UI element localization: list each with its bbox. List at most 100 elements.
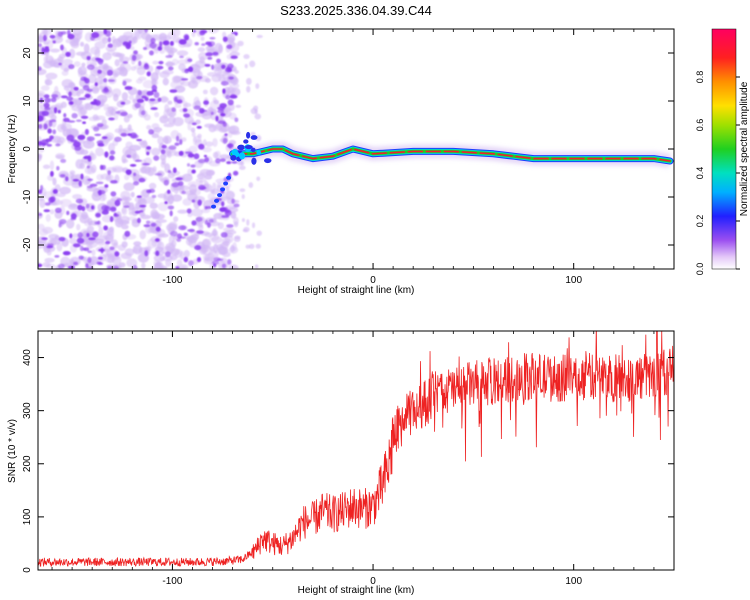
- noise-haze-blob: [212, 97, 217, 103]
- noise-haze-blob: [75, 159, 84, 169]
- noise-blob: [205, 41, 212, 46]
- noise-blob: [183, 113, 191, 118]
- noise-blob: [150, 37, 156, 44]
- ridge-onset-blob: [256, 149, 262, 156]
- noise-blob: [226, 161, 232, 165]
- noise-blob: [183, 33, 190, 41]
- noise-haze-blob: [173, 216, 179, 223]
- noise-blob: [78, 255, 84, 260]
- noise-blob: [107, 79, 115, 83]
- noise-haze-blob: [225, 186, 230, 192]
- noise-blob: [69, 233, 73, 239]
- noise-blob: [221, 215, 230, 218]
- noise-haze-blob: [190, 127, 196, 133]
- colorbar-tick-label: 0.4: [695, 167, 705, 180]
- noise-blob: [162, 40, 170, 46]
- noise-blob: [220, 201, 225, 207]
- noise-haze-blob: [43, 29, 48, 35]
- noise-blob: [67, 120, 76, 123]
- noise-haze-blob: [159, 71, 170, 79]
- noise-blob: [87, 178, 94, 182]
- noise-haze-blob: [52, 177, 57, 186]
- noise-haze-blob: [167, 199, 173, 206]
- noise-haze-blob: [148, 182, 157, 190]
- noise-haze-blob: [143, 196, 155, 204]
- noise-blob: [70, 213, 77, 220]
- noise-haze-blob: [177, 209, 188, 214]
- noise-blob: [178, 225, 187, 231]
- noise-haze-blob: [42, 262, 51, 268]
- noise-blob: [74, 145, 82, 151]
- noise-haze-blob: [183, 100, 188, 110]
- noise-blob-sparse: [256, 34, 263, 39]
- noise-blob: [48, 119, 57, 123]
- noise-blob: [110, 207, 117, 212]
- noise-blob: [146, 90, 154, 96]
- noise-haze-blob: [177, 59, 188, 65]
- noise-blob: [67, 265, 75, 269]
- noise-haze-blob: [155, 218, 168, 224]
- noise-haze-blob: [195, 111, 207, 117]
- noise-haze-blob: [165, 60, 174, 68]
- noise-blob: [105, 241, 111, 245]
- noise-blob: [204, 206, 208, 210]
- noise-haze-blob: [168, 221, 178, 230]
- ridge-onset-blob: [234, 151, 240, 157]
- noise-haze-blob: [167, 172, 175, 179]
- noise-haze-blob: [130, 191, 135, 198]
- noise-blob: [155, 250, 160, 256]
- noise-haze-blob: [45, 55, 54, 64]
- noise-blob: [110, 179, 118, 184]
- noise-haze-blob: [95, 147, 104, 157]
- noise-blob: [101, 136, 108, 140]
- noise-haze-blob: [189, 183, 198, 194]
- noise-blob: [131, 54, 137, 61]
- noise-blob: [182, 108, 188, 113]
- snr-axes: -100 0 100 0 100 200 300 400: [22, 331, 675, 587]
- ridge-onset-streak: [217, 193, 223, 198]
- noise-blob: [67, 33, 75, 40]
- noise-blob: [87, 250, 92, 254]
- noise-blob: [175, 135, 180, 142]
- noise-blob: [65, 51, 71, 57]
- noise-haze-blob: [83, 160, 93, 166]
- noise-blob: [38, 43, 42, 48]
- noise-blob: [168, 145, 177, 150]
- noise-haze-blob: [191, 131, 196, 138]
- noise-haze-blob: [72, 193, 83, 200]
- noise-haze-blob: [73, 61, 81, 67]
- noise-haze-blob: [233, 221, 239, 228]
- noise-haze-blob: [209, 86, 219, 96]
- noise-haze-blob: [83, 43, 90, 54]
- noise-blob: [141, 95, 147, 99]
- noise-haze-blob: [47, 40, 54, 50]
- noise-haze-blob: [197, 47, 206, 52]
- noise-blob: [104, 184, 109, 188]
- colorbar-tick-label: 0.8: [695, 71, 705, 84]
- noise-haze-blob: [207, 106, 214, 114]
- noise-haze-blob: [167, 100, 173, 105]
- noise-blob: [163, 179, 169, 186]
- noise-blob: [120, 132, 128, 137]
- noise-blob: [75, 119, 82, 123]
- noise-blob: [94, 99, 101, 106]
- noise-blob: [217, 109, 225, 114]
- noise-blob: [146, 71, 151, 77]
- noise-blob: [219, 158, 226, 163]
- noise-haze-blob: [162, 135, 172, 145]
- noise-blob: [62, 250, 71, 256]
- noise-haze-blob: [57, 137, 66, 144]
- noise-blob-sparse: [256, 176, 261, 182]
- noise-blob: [179, 139, 183, 145]
- noise-blob: [125, 169, 132, 176]
- noise-blob: [225, 95, 231, 100]
- noise-haze-blob: [111, 255, 122, 266]
- noise-haze-blob: [154, 112, 160, 118]
- noise-haze-blob: [99, 196, 106, 202]
- noise-blob: [58, 62, 62, 66]
- ridge-onset-blob: [239, 152, 246, 160]
- noise-haze-blob: [201, 208, 211, 214]
- noise-blob: [227, 67, 232, 73]
- noise-blob: [221, 64, 226, 69]
- noise-blob-sparse: [234, 199, 240, 204]
